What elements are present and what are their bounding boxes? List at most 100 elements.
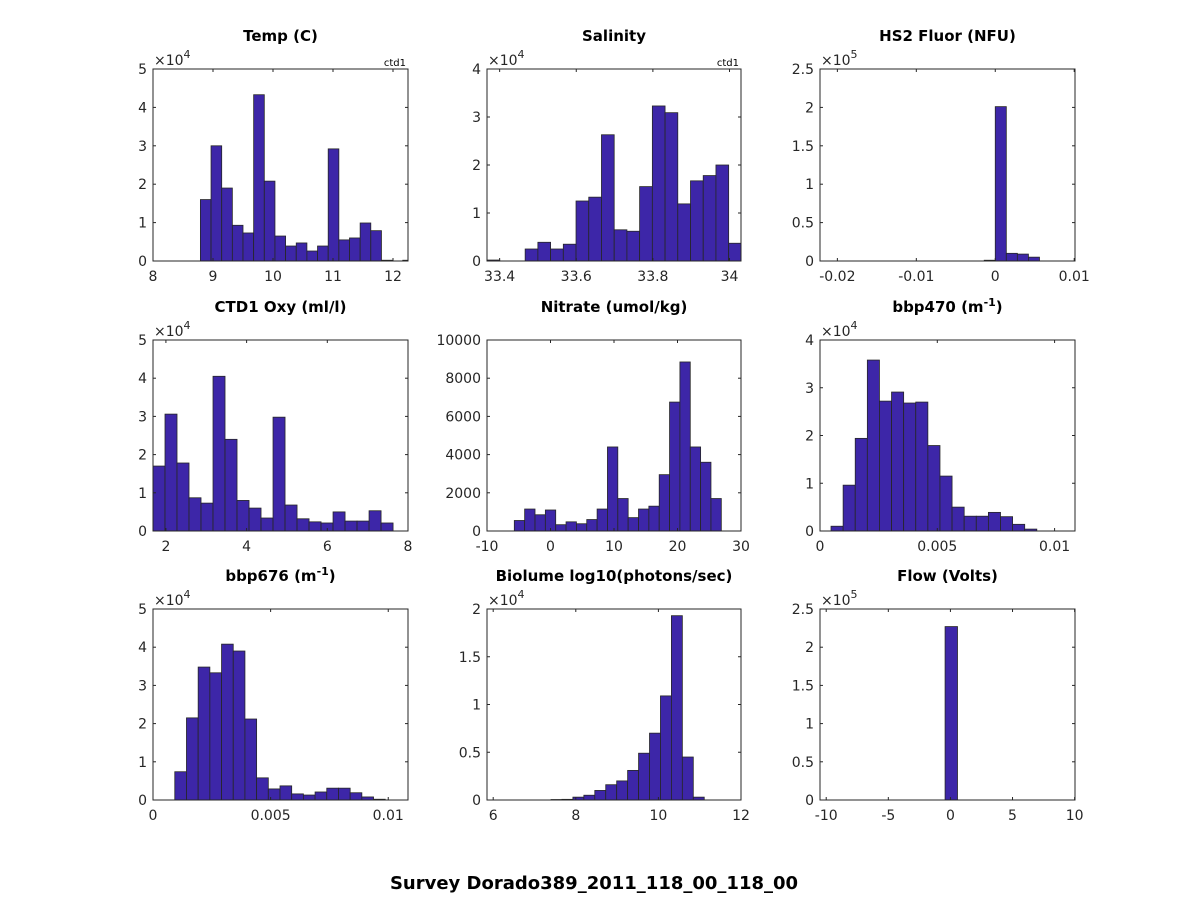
histogram-bar: [700, 461, 712, 531]
histogram-bar: [842, 484, 856, 531]
histogram-bar: [232, 650, 246, 800]
axis-exponent: ×104: [154, 319, 191, 340]
histogram-bar: [866, 359, 880, 531]
histogram-bar: [200, 502, 214, 531]
panel-title: HS2 Fluor (NFU): [879, 27, 1016, 45]
exponent-base: ×10: [488, 593, 518, 609]
bars: [513, 361, 722, 531]
y-tick-label: 2: [138, 717, 147, 733]
histogram-bar: [274, 235, 287, 261]
histogram-bar: [186, 717, 199, 800]
exponent-power: 4: [184, 319, 191, 332]
histogram-bar: [244, 718, 258, 800]
histogram-bar: [613, 229, 628, 261]
x-tick-label: 8: [404, 539, 413, 555]
y-tick-label: 10000: [436, 333, 481, 349]
axes-box: [819, 608, 1076, 801]
exponent-base: ×10: [821, 593, 851, 609]
x-tick-label: 8: [571, 808, 580, 824]
x-tick-label: 30: [732, 539, 750, 555]
histogram-bar: [660, 695, 672, 800]
y-tick-label: 5: [138, 602, 147, 618]
panel-title: Salinity: [582, 27, 646, 45]
histogram-bar: [285, 245, 297, 261]
axis-exponent: ×104: [488, 588, 525, 609]
y-tick-label: 3: [138, 409, 147, 425]
histogram-bar: [224, 438, 238, 531]
bars: [944, 626, 958, 800]
x-tick-label: 33.6: [561, 269, 592, 285]
y-tick-label: 5: [138, 62, 147, 78]
y-tick-label: 4: [138, 100, 147, 116]
x-tick-label: 0.005: [251, 808, 291, 824]
y-tick-label: 0: [805, 254, 814, 270]
y-tick-label: 1: [805, 717, 814, 733]
exponent-base: ×10: [154, 324, 184, 340]
histogram-bar: [648, 505, 660, 531]
histogram-bar: [627, 517, 639, 531]
histogram-bar: [649, 732, 661, 800]
histogram-bar: [242, 232, 255, 261]
y-tick-label: 4: [472, 62, 481, 78]
panel-title: Temp (C): [243, 27, 318, 45]
y-tick-label: 0.5: [459, 745, 481, 761]
bars: [983, 106, 1040, 261]
histogram-bar: [267, 788, 281, 800]
histogram-bar: [617, 498, 629, 531]
x-tick-label: 10: [264, 269, 282, 285]
histogram-bar: [210, 145, 223, 261]
y-tick-label: 1: [805, 476, 814, 492]
histogram-bar: [679, 361, 691, 531]
y-tick-label: 1.5: [459, 650, 481, 666]
axes-box: [152, 339, 409, 532]
histogram-bar: [317, 245, 329, 261]
x-tick-label: 2: [161, 539, 170, 555]
x-tick-label: 4: [242, 539, 251, 555]
histogram-bar: [627, 769, 639, 800]
histogram-bar: [616, 780, 629, 800]
histogram-bar: [256, 777, 269, 800]
histogram-bar: [349, 792, 363, 800]
y-tick-label: 0: [805, 793, 814, 809]
histogram-bar: [715, 164, 730, 261]
histogram-bar: [565, 521, 577, 531]
histogram-bar: [212, 375, 226, 531]
histogram-bar: [199, 199, 212, 261]
panel-title: Biolume log10(photons/sec): [496, 567, 733, 585]
y-tick-label: 3: [138, 678, 147, 694]
y-tick-label: 0: [472, 524, 481, 540]
x-tick-label: 12: [732, 808, 750, 824]
histogram-bar: [153, 465, 166, 531]
histogram-bar: [671, 615, 683, 800]
histogram-bar: [306, 250, 318, 261]
exponent-power: 4: [184, 588, 191, 601]
histogram-bar: [524, 248, 539, 261]
x-tick-label: 0.01: [373, 808, 404, 824]
histogram-bar: [638, 752, 650, 800]
x-tick-label: 12: [384, 269, 402, 285]
histogram-bar: [308, 521, 322, 531]
x-tick-label: 34: [721, 269, 739, 285]
x-tick-label: 0: [816, 539, 825, 555]
x-tick-label: -0.01: [898, 269, 934, 285]
histogram-bar: [728, 242, 741, 261]
y-tick-label: 0: [472, 254, 481, 270]
panel-title-text: Temp (C): [243, 27, 318, 45]
y-tick-label: 2: [138, 448, 147, 464]
histogram-bar: [197, 666, 211, 800]
y-tick-label: 1: [472, 206, 481, 222]
histogram-bar: [231, 224, 244, 261]
histogram-bar: [544, 509, 557, 531]
histogram-bar: [994, 106, 1007, 261]
y-tick-label: 1: [805, 177, 814, 193]
panel-title-text: Salinity: [582, 27, 646, 45]
y-tick-label: 2: [805, 429, 814, 445]
histogram-bar: [513, 520, 526, 531]
bars: [487, 105, 741, 261]
panel-title: bbp676 (m-1): [225, 565, 335, 585]
y-tick-label: 0: [805, 524, 814, 540]
histogram-bar: [1012, 523, 1026, 531]
histogram-bar: [176, 462, 190, 531]
